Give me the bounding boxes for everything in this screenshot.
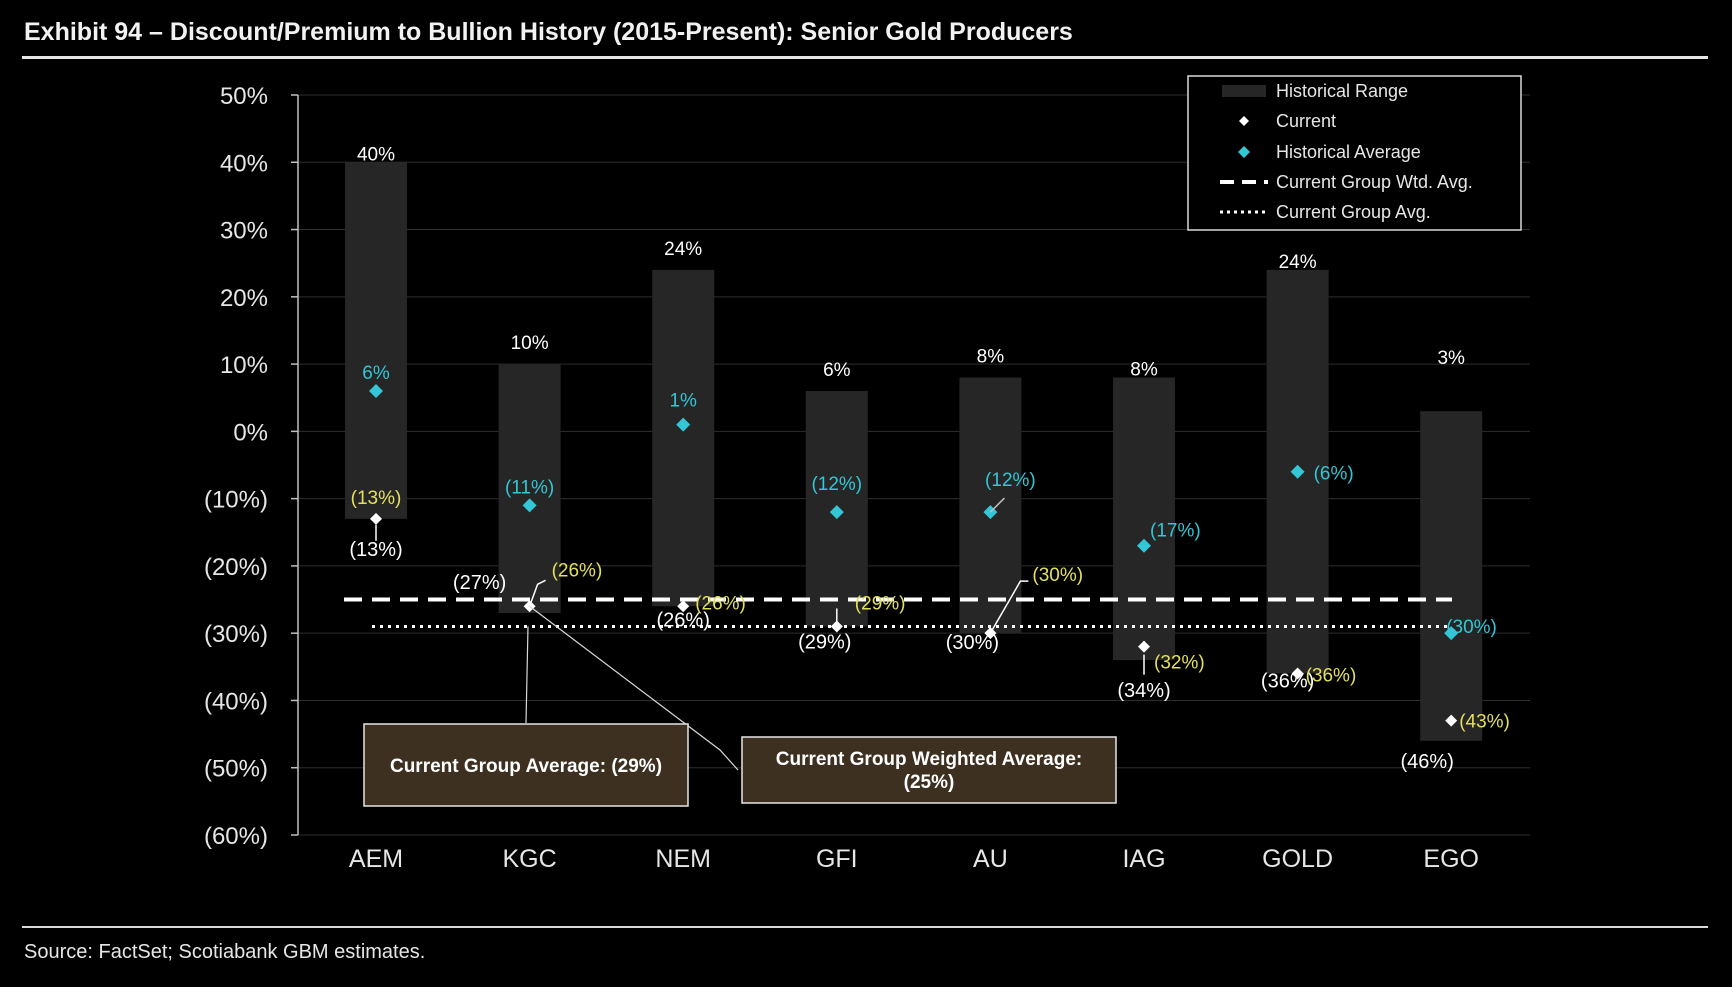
group-weighted-average-callout-text: (25%) [904,772,955,793]
x-tick-label: GOLD [1262,845,1333,873]
y-tick-label: 10% [220,352,268,379]
y-tick-label: 0% [233,419,268,446]
group-weighted-average-callout-box [741,736,1117,804]
x-tick-label: EGO [1423,845,1479,873]
current-value-label: (13%) [351,488,402,509]
leader-line [989,497,1005,513]
historical-average-marker [522,498,537,513]
range-bar [498,364,561,613]
current-value-label: (26%) [552,560,603,581]
x-tick-label: NEM [655,845,711,873]
range-low-label: (13%) [349,539,402,561]
range-low-label: (30%) [946,632,999,654]
x-tick-label: AU [973,845,1008,873]
historical-average-marker [676,417,691,432]
group-average-callout-box [363,723,689,807]
x-tick-label: KGC [503,845,557,873]
range-high-label: 24% [1279,252,1317,273]
legend-swatch-range [1222,85,1266,97]
y-tick-label: 30% [220,218,268,245]
title-rule [22,56,1708,59]
group-weighted-average-callout-text: Current Group Weighted Average: [776,749,1083,770]
current-value-label: (32%) [1154,653,1205,674]
source-note: Source: FactSet; Scotiabank GBM estimate… [24,941,426,963]
historical-average-label: (17%) [1150,521,1201,542]
leader-line [528,579,546,607]
y-tick-label: (20%) [204,554,268,581]
historical-average-label: (12%) [811,474,862,495]
x-tick-label: GFI [816,845,858,873]
chart-title: Exhibit 94 – Discount/Premium to Bullion… [24,18,1073,46]
source-rule [22,926,1708,928]
callout-leader [529,605,739,771]
historical-average-label: (12%) [985,470,1036,491]
range-high-label: 40% [357,144,395,165]
current-value-label: (43%) [1459,712,1510,733]
range-low-label: (29%) [798,631,851,653]
leader-line [989,580,1029,634]
range-bar [1420,411,1483,741]
historical-average-label: 1% [669,391,697,412]
historical-average-marker [1137,538,1151,553]
legend-entry: Historical Average [1276,142,1421,162]
range-high-label: 10% [511,333,549,354]
current-marker [1291,667,1304,680]
historical-average-marker [369,384,383,398]
y-tick-label: 40% [220,150,268,177]
current-value-label: (26%) [695,593,746,614]
range-low-label: (34%) [1117,680,1170,702]
legend-entry: Current Group Wtd. Avg. [1276,172,1473,192]
range-low-label: (46%) [1401,751,1454,773]
current-marker [677,600,690,613]
historical-average-label: (6%) [1314,464,1354,485]
y-tick-label: (40%) [204,688,268,715]
range-high-label: 8% [977,347,1005,368]
range-bar [652,269,715,607]
current-value-label: (30%) [1032,565,1083,586]
y-tick-label: (30%) [204,621,268,648]
chart: 50% 40% 30% 20% 10% 0% (10%) (20%) (30%) (40%) (50… [204,75,1530,873]
group-average-callout-text: Current Group Average: (29%) [390,756,662,777]
historical-average-marker [1444,626,1459,641]
y-tick-label: (50%) [204,756,268,783]
current-marker [370,512,382,525]
historical-average-label: (11%) [505,477,554,498]
legend-entry: Current [1276,111,1336,131]
callout-leader [525,626,529,724]
current-value-label: (36%) [1306,666,1357,687]
range-low-label: (27%) [453,572,506,594]
current-marker [1445,714,1458,727]
range-high-label: 3% [1437,348,1465,369]
range-bar [345,162,407,519]
x-tick-label: AEM [349,845,403,873]
legend-entry: Current Group Avg. [1276,202,1431,222]
current-value-label: (29%) [855,593,906,614]
historical-average-marker [829,505,844,520]
y-tick-label: 50% [220,83,268,110]
legend-entry: Historical Range [1276,81,1408,101]
x-tick-label: IAG [1122,845,1165,873]
legend-swatch-average [1238,146,1250,158]
current-marker [1138,640,1150,653]
historical-average-label: (30%) [1446,617,1497,638]
range-high-label: 24% [664,239,702,260]
historical-average-marker [1290,464,1305,479]
y-tick-label: 20% [220,285,268,312]
legend-swatch-current [1239,116,1249,126]
range-high-label: 8% [1130,360,1158,381]
range-high-label: 6% [823,360,851,381]
historical-average-label: 6% [362,363,390,384]
range-bar [1113,377,1175,661]
y-tick-label: (60%) [204,823,268,850]
y-tick-label: (10%) [204,487,268,514]
